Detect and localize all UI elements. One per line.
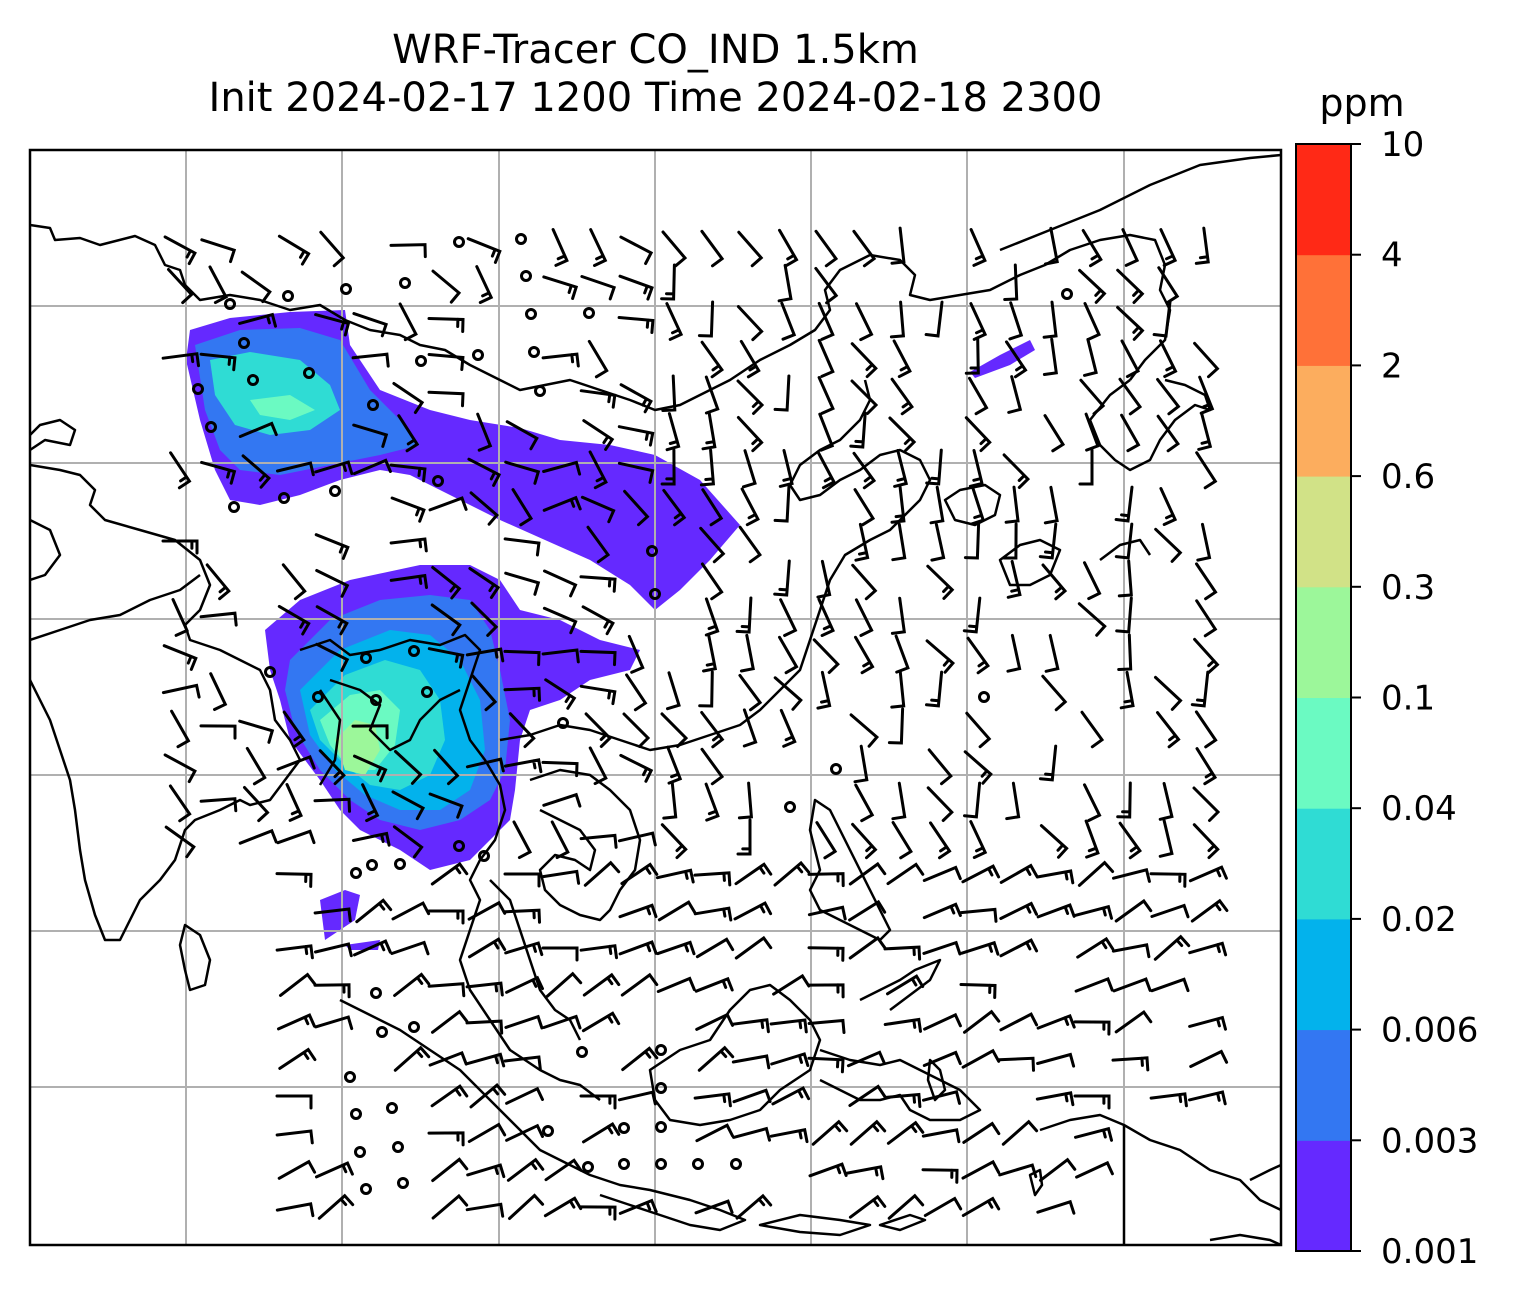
- title-line-2: Init 2024-02-17 1200 Time 2024-02-18 230…: [208, 75, 1103, 121]
- colorbar-tick-label: 0.02: [1381, 900, 1457, 940]
- colorbar-tick-label: 0.003: [1381, 1121, 1478, 1161]
- colorbar-tick-label: 0.04: [1381, 789, 1457, 829]
- colorbar-tick-label: 0.1: [1381, 679, 1435, 719]
- colorbar-band: [1296, 365, 1351, 477]
- colorbar-band: [1296, 144, 1351, 256]
- colorbar-tick-label: 0.001: [1381, 1232, 1478, 1272]
- colorbar-band: [1296, 808, 1351, 920]
- map-title: WRF-Tracer CO_IND 1.5km Init 2024-02-17 …: [30, 26, 1281, 122]
- colorbar-band: [1296, 586, 1351, 698]
- colorbar-band: [1296, 1029, 1351, 1141]
- title-line-1: WRF-Tracer CO_IND 1.5km: [392, 27, 919, 73]
- colorbar-tick-label: 4: [1381, 236, 1403, 276]
- colorbar-band: [1296, 918, 1351, 1031]
- colorbar-tick-label: 10: [1381, 125, 1424, 165]
- colorbar-band: [1296, 1140, 1351, 1252]
- colorbar-tick-label: 0.006: [1381, 1011, 1478, 1051]
- colorbar-tick-label: 2: [1381, 346, 1403, 386]
- colorbar-band: [1296, 254, 1351, 366]
- colorbar-tick-label: 0.6: [1381, 457, 1435, 497]
- colorbar-tick-label: 0.3: [1381, 568, 1435, 608]
- colorbar-unit: ppm: [1319, 81, 1404, 125]
- colorbar-band: [1296, 476, 1351, 588]
- colorbar-band: [1296, 697, 1351, 809]
